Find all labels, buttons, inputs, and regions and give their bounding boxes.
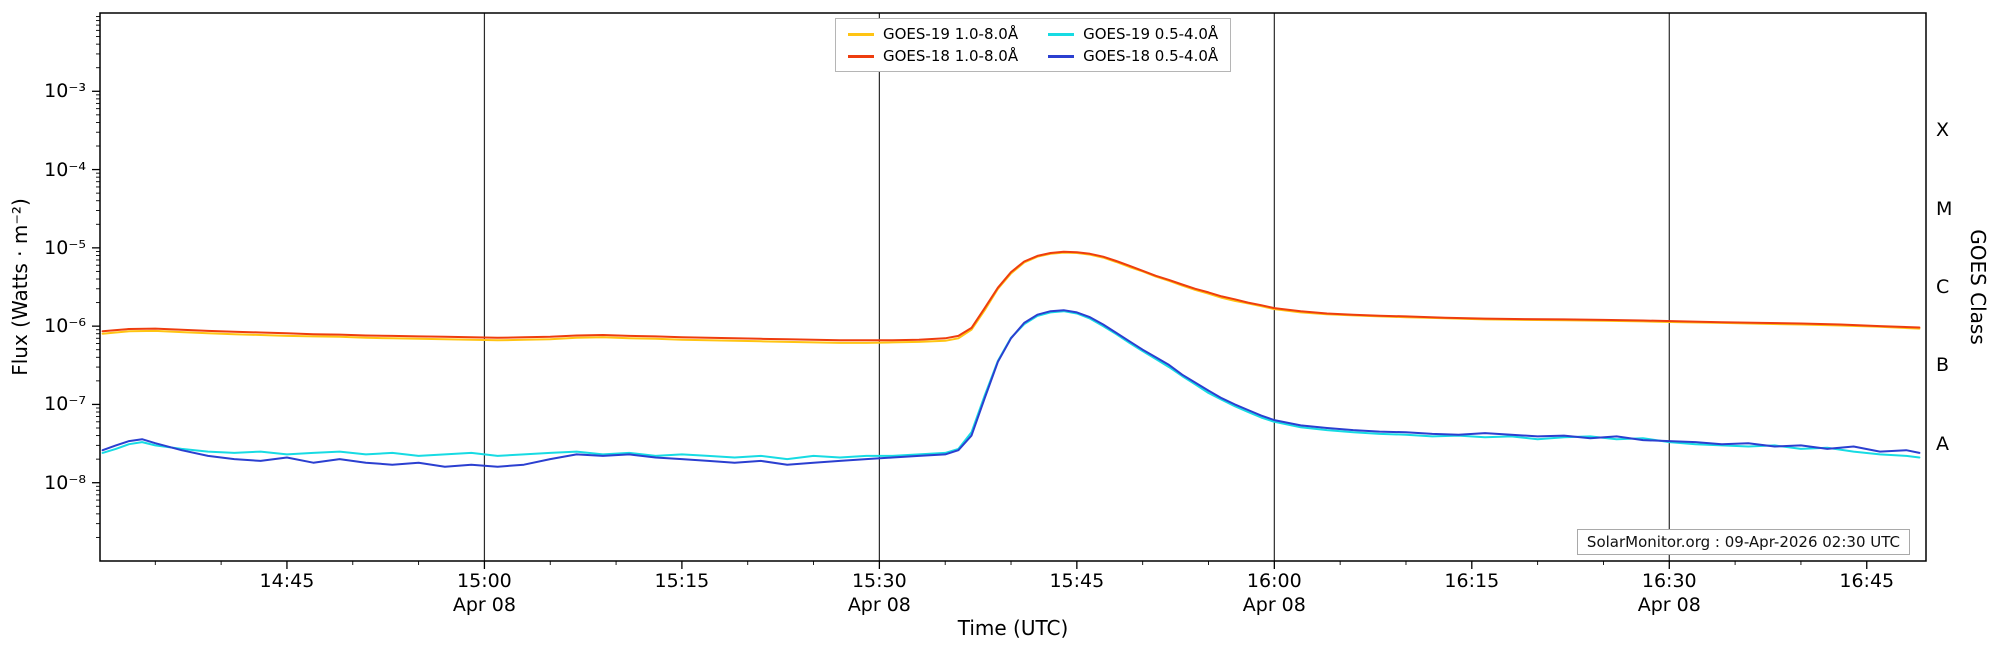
x-tick-label: 16:30 xyxy=(1641,570,1697,592)
y-tick-label: 10⁻⁸ xyxy=(44,471,86,494)
x-axis-label-time: Time (UTC) xyxy=(957,616,1069,640)
series-goes19-long xyxy=(101,251,1921,344)
x-date-label: Apr 08 xyxy=(452,594,516,616)
legend-entry-goes19-long: GOES-19 1.0-8.0Å xyxy=(848,25,1018,43)
goes-class-letter: A xyxy=(1936,432,1949,455)
x-tick-label: 15:15 xyxy=(654,570,710,592)
series-goes19-short xyxy=(101,310,1921,461)
x-tick-label: 15:30 xyxy=(851,570,907,592)
x-tick-label: 15:45 xyxy=(1049,570,1105,592)
y-tick-label: 10⁻⁶ xyxy=(44,315,86,338)
goes-class-letter: C xyxy=(1936,276,1950,299)
series-goes18-long xyxy=(101,250,1921,342)
y-tick-label: 10⁻⁵ xyxy=(44,236,86,259)
legend-swatch-goes19-long xyxy=(848,32,874,36)
x-tick-label: 16:00 xyxy=(1246,570,1302,592)
legend: GOES-19 1.0-8.0Å GOES-18 1.0-8.0Å GOES-19 … xyxy=(835,18,1232,72)
legend-swatch-goes19-short xyxy=(1048,32,1075,36)
plot-frame xyxy=(99,12,1927,562)
y-tick-label: 10⁻⁷ xyxy=(44,393,86,416)
legend-swatch-goes18-long xyxy=(848,54,874,58)
series-goes18-short xyxy=(101,309,1921,468)
goes-class-letter: M xyxy=(1936,197,1953,220)
legend-swatch-goes18-short xyxy=(1048,54,1075,58)
x-tick-label: 15:00 xyxy=(457,570,512,592)
y-axis-label-goes-class: GOES Class xyxy=(1966,229,1990,345)
legend-entry-goes18-long: GOES-18 1.0-8.0Å xyxy=(848,47,1018,65)
y-tick-label: 10⁻⁴ xyxy=(44,158,86,181)
x-date-label: Apr 08 xyxy=(1242,594,1306,616)
legend-entry-goes19-short: GOES-19 0.5-4.0Å xyxy=(1048,25,1218,43)
x-date-label: Apr 08 xyxy=(1637,594,1701,616)
x-date-label: Apr 08 xyxy=(847,594,911,616)
goes-class-letter: X xyxy=(1936,119,1950,142)
goes-class-letter: B xyxy=(1936,354,1950,377)
legend-label-goes18-short: GOES-18 0.5-4.0Å xyxy=(1083,47,1219,65)
y-tick-label: 10⁻³ xyxy=(44,80,86,103)
x-tick-label: 16:45 xyxy=(1839,570,1895,592)
watermark: SolarMonitor.org : 09-Apr-2026 02:30 UTC xyxy=(1576,529,1910,555)
x-tick-label: 14:45 xyxy=(259,570,315,592)
legend-label-goes18-long: GOES-18 1.0-8.0Å xyxy=(883,47,1019,65)
y-axis-label-flux: Flux (Watts · m⁻²) xyxy=(8,198,32,376)
legend-entry-goes18-short: GOES-18 0.5-4.0Å xyxy=(1048,47,1218,65)
x-tick-label: 16:15 xyxy=(1444,570,1500,592)
legend-label-goes19-long: GOES-19 1.0-8.0Å xyxy=(883,25,1019,43)
legend-label-goes19-short: GOES-19 0.5-4.0Å xyxy=(1083,25,1219,43)
